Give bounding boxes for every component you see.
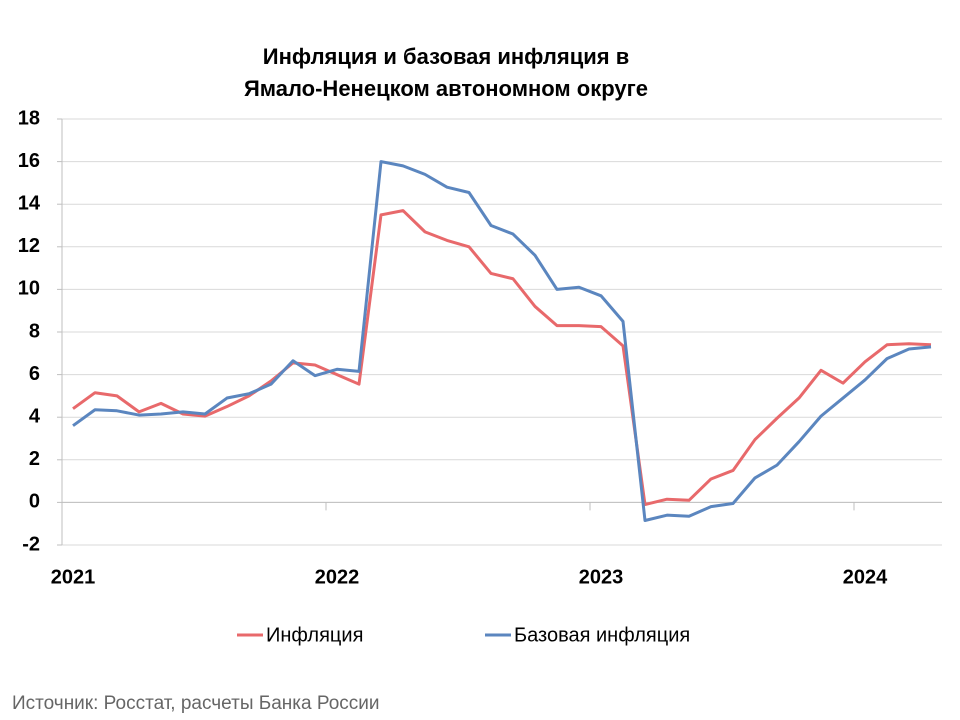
legend-label: Базовая инфляция <box>514 624 690 646</box>
x-tick-label: 2021 <box>51 566 96 588</box>
x-tick-label: 2023 <box>579 566 624 588</box>
chart-title: Ямало-Ненецком автономном округе <box>244 76 648 101</box>
y-tick-label: 2 <box>29 448 40 470</box>
y-tick-label: 8 <box>29 320 40 342</box>
x-tick-label: 2022 <box>315 566 360 588</box>
y-tick-label: -2 <box>22 533 40 555</box>
y-tick-label: 18 <box>18 107 40 129</box>
y-tick-label: 10 <box>18 278 40 300</box>
y-tick-label: 0 <box>29 491 40 513</box>
series-line <box>72 209 932 507</box>
chart-title: Инфляция и базовая инфляция в <box>263 44 629 69</box>
y-tick-label: 16 <box>18 150 40 172</box>
x-tick-label: 2024 <box>843 566 888 588</box>
y-tick-label: 4 <box>29 405 41 427</box>
y-tick-label: 6 <box>29 363 40 385</box>
source-note: Источник: Росстат, расчеты Банка России <box>12 693 380 714</box>
legend-label: Инфляция <box>266 624 363 646</box>
y-tick-label: 14 <box>18 192 41 214</box>
y-tick-label: 12 <box>18 235 40 257</box>
series-line <box>72 160 932 523</box>
